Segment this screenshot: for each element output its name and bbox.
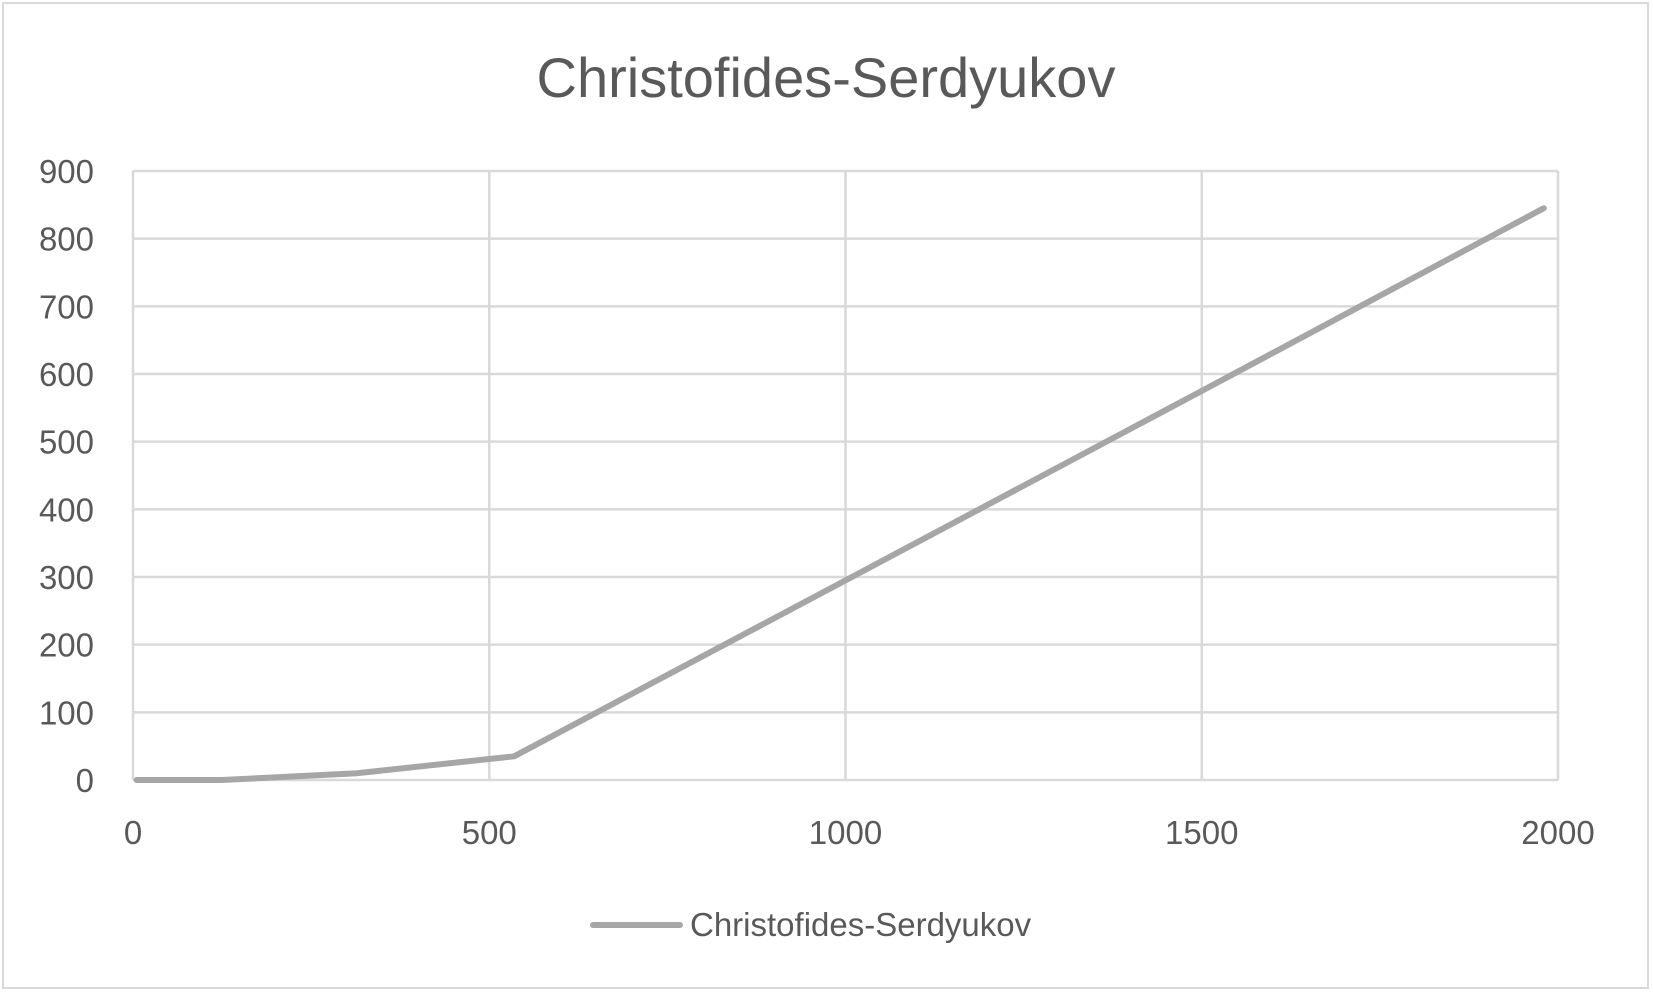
y-tick-label: 0 xyxy=(76,762,94,799)
y-tick-label: 400 xyxy=(39,491,94,528)
legend-label: Christofides-Serdyukov xyxy=(690,906,1032,943)
x-tick-label: 1000 xyxy=(809,814,882,851)
y-axis-tick-labels: 0 100 200 300 400 500 600 700 800 900 xyxy=(39,153,94,799)
x-tick-label: 0 xyxy=(124,814,142,851)
series-line xyxy=(133,205,1547,783)
series-layer xyxy=(133,205,1547,783)
y-tick-label: 600 xyxy=(39,356,94,393)
y-tick-label: 300 xyxy=(39,559,94,596)
legend[interactable]: Christofides-Serdyukov xyxy=(590,906,1032,943)
gridlines xyxy=(131,169,1560,782)
x-axis-tick-labels: 0 500 1000 1500 2000 xyxy=(124,814,1595,851)
y-tick-label: 700 xyxy=(39,288,94,325)
y-tick-label: 200 xyxy=(39,627,94,664)
y-tick-label: 900 xyxy=(39,153,94,190)
x-tick-label: 500 xyxy=(462,814,517,851)
y-tick-label: 100 xyxy=(39,694,94,731)
y-tick-label: 500 xyxy=(39,424,94,461)
y-tick-label: 800 xyxy=(39,221,94,258)
x-tick-label: 1500 xyxy=(1165,814,1238,851)
x-tick-label: 2000 xyxy=(1521,814,1594,851)
chart-title: Christofides-Serdyukov xyxy=(537,46,1116,109)
